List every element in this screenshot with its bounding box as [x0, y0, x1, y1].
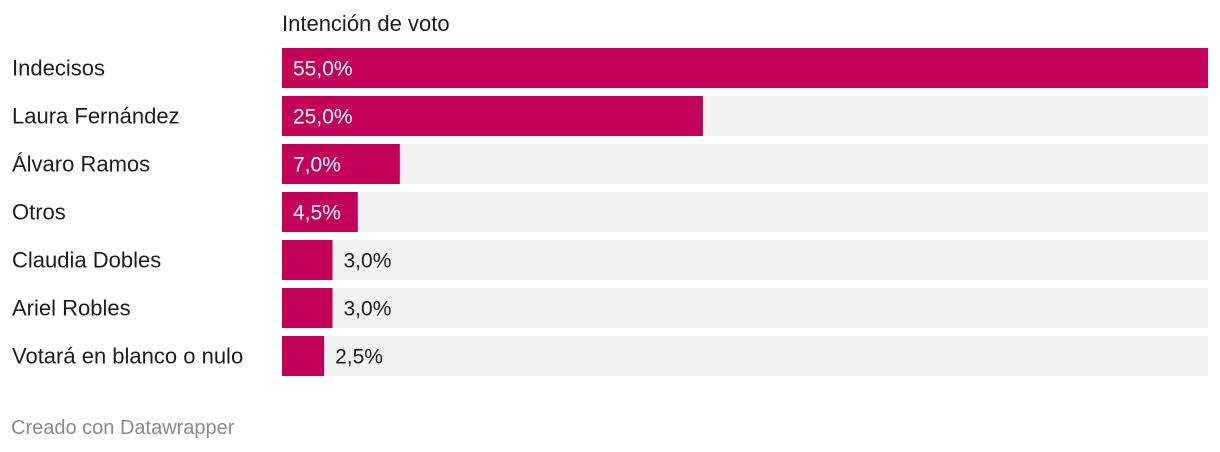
bar-track: [282, 144, 1208, 184]
category-label: Ariel Robles: [12, 296, 131, 321]
category-label: Votará en blanco o nulo: [12, 344, 243, 369]
bar: [282, 144, 400, 184]
category-label: Laura Fernández: [12, 104, 180, 129]
value-label: 3,0%: [344, 298, 392, 321]
value-label: 25,0%: [293, 106, 353, 129]
value-label: 7,0%: [293, 154, 341, 177]
category-label: Otros: [12, 200, 66, 225]
bar-track: [282, 240, 1208, 280]
category-label: Álvaro Ramos: [12, 152, 150, 177]
bars-layer: Indecisos 55,0% Laura Fernández 25,0% Álvaro…: [12, 48, 1208, 376]
category-label: Indecisos: [12, 56, 105, 81]
bar: [282, 288, 333, 328]
value-label: 2,5%: [335, 346, 383, 369]
chart-title: Intención de voto: [282, 11, 450, 36]
category-label: Claudia Dobles: [12, 248, 161, 273]
bar-track: [282, 288, 1208, 328]
value-label: 4,5%: [293, 202, 341, 225]
value-label: 55,0%: [293, 58, 353, 81]
bar: [282, 192, 358, 232]
bar: [282, 336, 325, 376]
datawrapper-credit[interactable]: Creado con Datawrapper: [11, 417, 235, 439]
bar-track: [282, 192, 1208, 232]
bar: [282, 48, 1208, 88]
bar: [282, 96, 703, 136]
value-label: 3,0%: [344, 250, 392, 273]
bar-track: [282, 336, 1208, 376]
bar: [282, 240, 333, 280]
